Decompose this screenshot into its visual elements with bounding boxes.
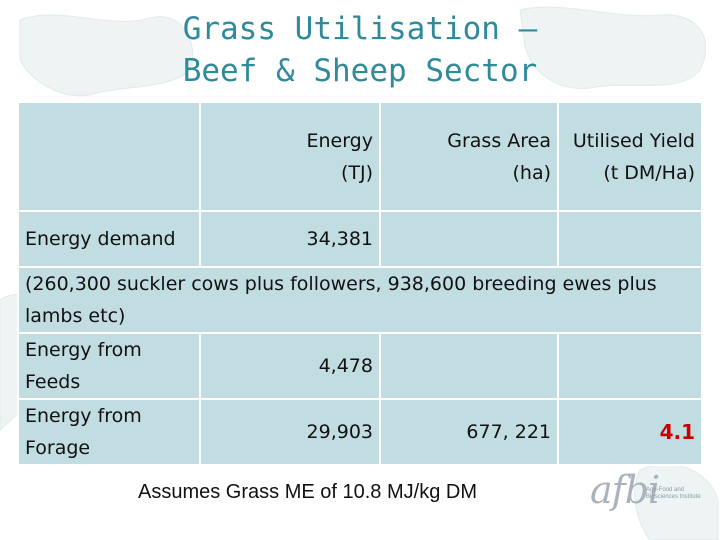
title-line-2: Beef & Sheep Sector (182, 53, 538, 89)
logo-wordmark: afbi (590, 468, 660, 512)
title-line-1: Grass Utilisation – (182, 11, 538, 47)
grass-utilisation-table: Energy (TJ) Grass Area (ha) Utilised Yie… (17, 101, 703, 466)
header-empty-cell (17, 101, 201, 212)
logo-subtitle: Agri-Food and Biosciences Institute (646, 487, 701, 500)
energy-demand-value: 34,381 (199, 210, 381, 268)
forage-utilised-yield-value: 4.1 (557, 398, 703, 466)
header-energy: Energy (TJ) (199, 101, 381, 212)
table-row-note: (260,300 suckler cows plus followers, 93… (17, 266, 703, 334)
feeds-energy-value: 4,478 (199, 332, 381, 400)
energy-demand-grass-area (379, 210, 559, 268)
table-row-feeds: Energy from Feeds 4,478 (17, 332, 703, 400)
forage-energy-value: 29,903 (199, 398, 381, 466)
table-header-row: Energy (TJ) Grass Area (ha) Utilised Yie… (17, 101, 703, 212)
header-utilised-yield: Utilised Yield (t DM/Ha) (557, 101, 703, 212)
header-grass-area-line-1: Grass Area (447, 129, 551, 152)
energy-demand-label: Energy demand (17, 210, 201, 268)
header-energy-line-2: (TJ) (340, 161, 373, 184)
forage-grass-area-value: 677, 221 (379, 398, 559, 466)
footnote: Assumes Grass ME of 10.8 MJ/kg DM (138, 481, 477, 503)
herd-note: (260,300 suckler cows plus followers, 93… (17, 266, 703, 334)
feeds-grass-area (379, 332, 559, 400)
header-utilised-yield-line-2: (t DM/Ha) (603, 161, 695, 184)
afbi-logo: afbi Agri-Food and Biosciences Institute (590, 468, 708, 526)
header-grass-area: Grass Area (ha) (379, 101, 559, 212)
header-energy-line-1: Energy (306, 129, 373, 152)
header-grass-area-line-2: (ha) (512, 161, 551, 184)
header-utilised-yield-line-1: Utilised Yield (572, 129, 695, 152)
feeds-label: Energy from Feeds (17, 332, 201, 400)
energy-demand-yield (557, 210, 703, 268)
feeds-yield (557, 332, 703, 400)
forage-label: Energy from Forage (17, 398, 201, 466)
slide-title: Grass Utilisation – Beef & Sheep Sector (0, 8, 720, 92)
table-row-forage: Energy from Forage 29,903 677, 221 4.1 (17, 398, 703, 466)
table-row-energy-demand: Energy demand 34,381 (17, 210, 703, 268)
